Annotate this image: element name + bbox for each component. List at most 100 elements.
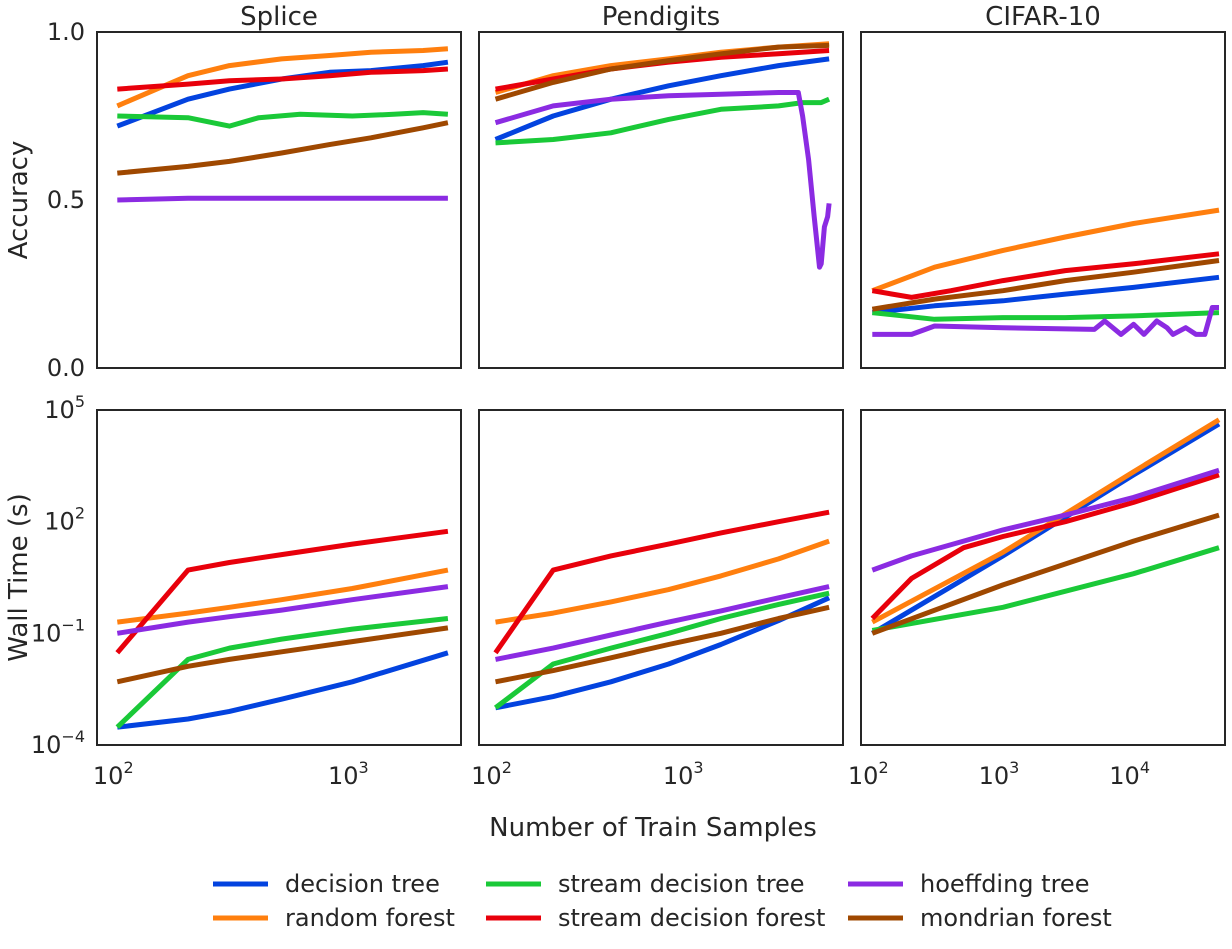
tick-exponent: 2 bbox=[75, 504, 85, 523]
series-line-stream-decision-tree bbox=[117, 110, 449, 129]
series-group bbox=[494, 41, 832, 270]
tick-exponent: 3 bbox=[1009, 758, 1019, 777]
tick-exponent: 3 bbox=[358, 758, 368, 777]
y-axis-label-walltime: Wall Time (s) bbox=[4, 493, 34, 661]
series-line-mondrian-forest bbox=[117, 120, 449, 176]
x-axis-label: Number of Train Samples bbox=[489, 813, 817, 843]
subplot-cifar-10-accuracy bbox=[860, 31, 1226, 369]
legend-item-stream-decision-forest: stream decision forest bbox=[486, 904, 825, 932]
series-line-mondrian-forest bbox=[871, 512, 1220, 636]
x-tick-label: 103 bbox=[663, 758, 704, 790]
series-line-hoeffding-tree bbox=[495, 584, 830, 662]
tick-exponent: 3 bbox=[693, 758, 703, 777]
y-tick-label: 0.0 bbox=[47, 354, 85, 382]
series-line-random-forest bbox=[871, 207, 1220, 294]
tick-exponent: 2 bbox=[123, 758, 133, 777]
legend-label: mondrian forest bbox=[920, 904, 1112, 932]
subplot-splice-walltime bbox=[96, 409, 462, 746]
legend-label: hoeffding tree bbox=[920, 870, 1089, 898]
tick-base: 10 bbox=[93, 762, 124, 790]
y-tick-label: 10−1 bbox=[31, 615, 85, 647]
x-tick-label: 102 bbox=[93, 758, 134, 790]
legend-item-mondrian-forest: mondrian forest bbox=[848, 904, 1112, 932]
series-line-hoeffding-tree bbox=[116, 584, 449, 636]
subplot-pendigits-walltime bbox=[478, 409, 844, 746]
series-line-hoeffding-tree bbox=[871, 467, 1220, 573]
series-line-stream-decision-tree bbox=[495, 96, 831, 146]
tick-exponent: 4 bbox=[1140, 758, 1150, 777]
tick-exponent: −1 bbox=[61, 615, 85, 634]
legend-label: stream decision tree bbox=[558, 870, 805, 898]
legend-item-stream-decision-tree: stream decision tree bbox=[486, 870, 805, 898]
tick-base: 10 bbox=[31, 619, 62, 647]
y-tick-label: 102 bbox=[44, 504, 85, 536]
series-line-mondrian-forest bbox=[116, 625, 449, 685]
series-line-hoeffding-tree bbox=[872, 305, 1219, 337]
y-tick-label: 10−4 bbox=[31, 727, 85, 759]
subplot-title-splice: Splice bbox=[240, 2, 318, 32]
series-group bbox=[115, 528, 449, 730]
tick-base: 10 bbox=[663, 762, 694, 790]
subplot-splice-accuracy bbox=[96, 31, 462, 369]
legend-label: decision tree bbox=[285, 870, 440, 898]
tick-base: 10 bbox=[44, 508, 75, 536]
y-tick-label: 0.5 bbox=[47, 186, 85, 214]
series-line-stream-decision-forest bbox=[871, 251, 1220, 300]
tick-base: 10 bbox=[31, 731, 62, 759]
tick-base: 10 bbox=[979, 762, 1010, 790]
series-line-stream-decision-forest bbox=[115, 528, 449, 655]
tick-exponent: −4 bbox=[61, 727, 85, 746]
series-line-hoeffding-tree bbox=[494, 90, 832, 270]
series-group bbox=[871, 207, 1220, 337]
series-line-random-forest bbox=[495, 538, 830, 625]
series-group bbox=[116, 46, 449, 203]
legend-item-random-forest: random forest bbox=[213, 904, 455, 932]
series-line-mondrian-forest bbox=[495, 604, 830, 685]
tick-base: 10 bbox=[328, 762, 359, 790]
series-line-decision-tree bbox=[494, 56, 830, 142]
subplot-pendigits-accuracy bbox=[478, 31, 844, 369]
axes-frame bbox=[478, 409, 844, 746]
tick-exponent: 2 bbox=[878, 758, 888, 777]
series-group bbox=[870, 417, 1221, 636]
tick-base: 10 bbox=[1109, 762, 1140, 790]
axes-frame bbox=[96, 31, 462, 369]
axes-frame bbox=[96, 409, 462, 746]
series-line-mondrian-forest bbox=[494, 42, 830, 102]
subplot-title-pendigits: Pendigits bbox=[602, 2, 720, 32]
series-line-decision-tree bbox=[117, 650, 449, 730]
tick-base: 10 bbox=[471, 762, 502, 790]
x-tick-label: 103 bbox=[328, 758, 369, 790]
axes-frame bbox=[860, 31, 1226, 369]
x-tick-label: 103 bbox=[979, 758, 1020, 790]
tick-base: 10 bbox=[848, 762, 879, 790]
series-line-stream-decision-tree bbox=[872, 310, 1220, 322]
series-group bbox=[493, 509, 831, 711]
subplot-cifar-10-walltime bbox=[860, 409, 1226, 746]
x-tick-label: 102 bbox=[848, 758, 889, 790]
tick-exponent: 5 bbox=[75, 392, 85, 411]
y-tick-label: 105 bbox=[44, 392, 85, 424]
legend: decision tree random forest stream decisio… bbox=[213, 870, 1112, 932]
axes-frame bbox=[860, 409, 1226, 746]
series-line-stream-decision-forest bbox=[117, 66, 449, 92]
axes-frame bbox=[478, 31, 844, 369]
series-line-stream-decision-forest bbox=[870, 472, 1220, 621]
series-line-stream-decision-forest bbox=[493, 509, 830, 655]
y-axis-label-accuracy: Accuracy bbox=[4, 141, 34, 260]
series-line-stream-decision-tree bbox=[493, 590, 830, 710]
tick-exponent: 2 bbox=[502, 758, 512, 777]
series-line-hoeffding-tree bbox=[117, 195, 448, 203]
legend-label: stream decision forest bbox=[558, 904, 825, 932]
subplot-title-cifar-10: CIFAR-10 bbox=[985, 2, 1101, 32]
series-line-random-forest bbox=[116, 567, 449, 625]
series-line-random-forest bbox=[116, 46, 449, 109]
legend-item-decision-tree: decision tree bbox=[213, 870, 440, 898]
tick-base: 10 bbox=[44, 396, 75, 424]
legend-item-hoeffding-tree: hoeffding tree bbox=[848, 870, 1089, 898]
legend-label: random forest bbox=[285, 904, 455, 932]
series-line-stream-decision-tree bbox=[871, 545, 1220, 633]
y-tick-label: 1.0 bbox=[47, 18, 85, 46]
x-tick-label: 102 bbox=[471, 758, 512, 790]
